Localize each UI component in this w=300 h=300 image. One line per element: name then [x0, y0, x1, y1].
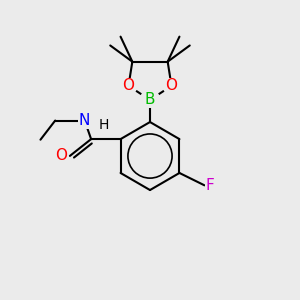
Text: H: H [99, 118, 109, 132]
Text: O: O [166, 78, 178, 93]
Text: F: F [206, 178, 215, 193]
Text: B: B [145, 92, 155, 107]
Text: O: O [122, 78, 134, 93]
Text: O: O [55, 148, 67, 164]
Text: N: N [79, 113, 90, 128]
